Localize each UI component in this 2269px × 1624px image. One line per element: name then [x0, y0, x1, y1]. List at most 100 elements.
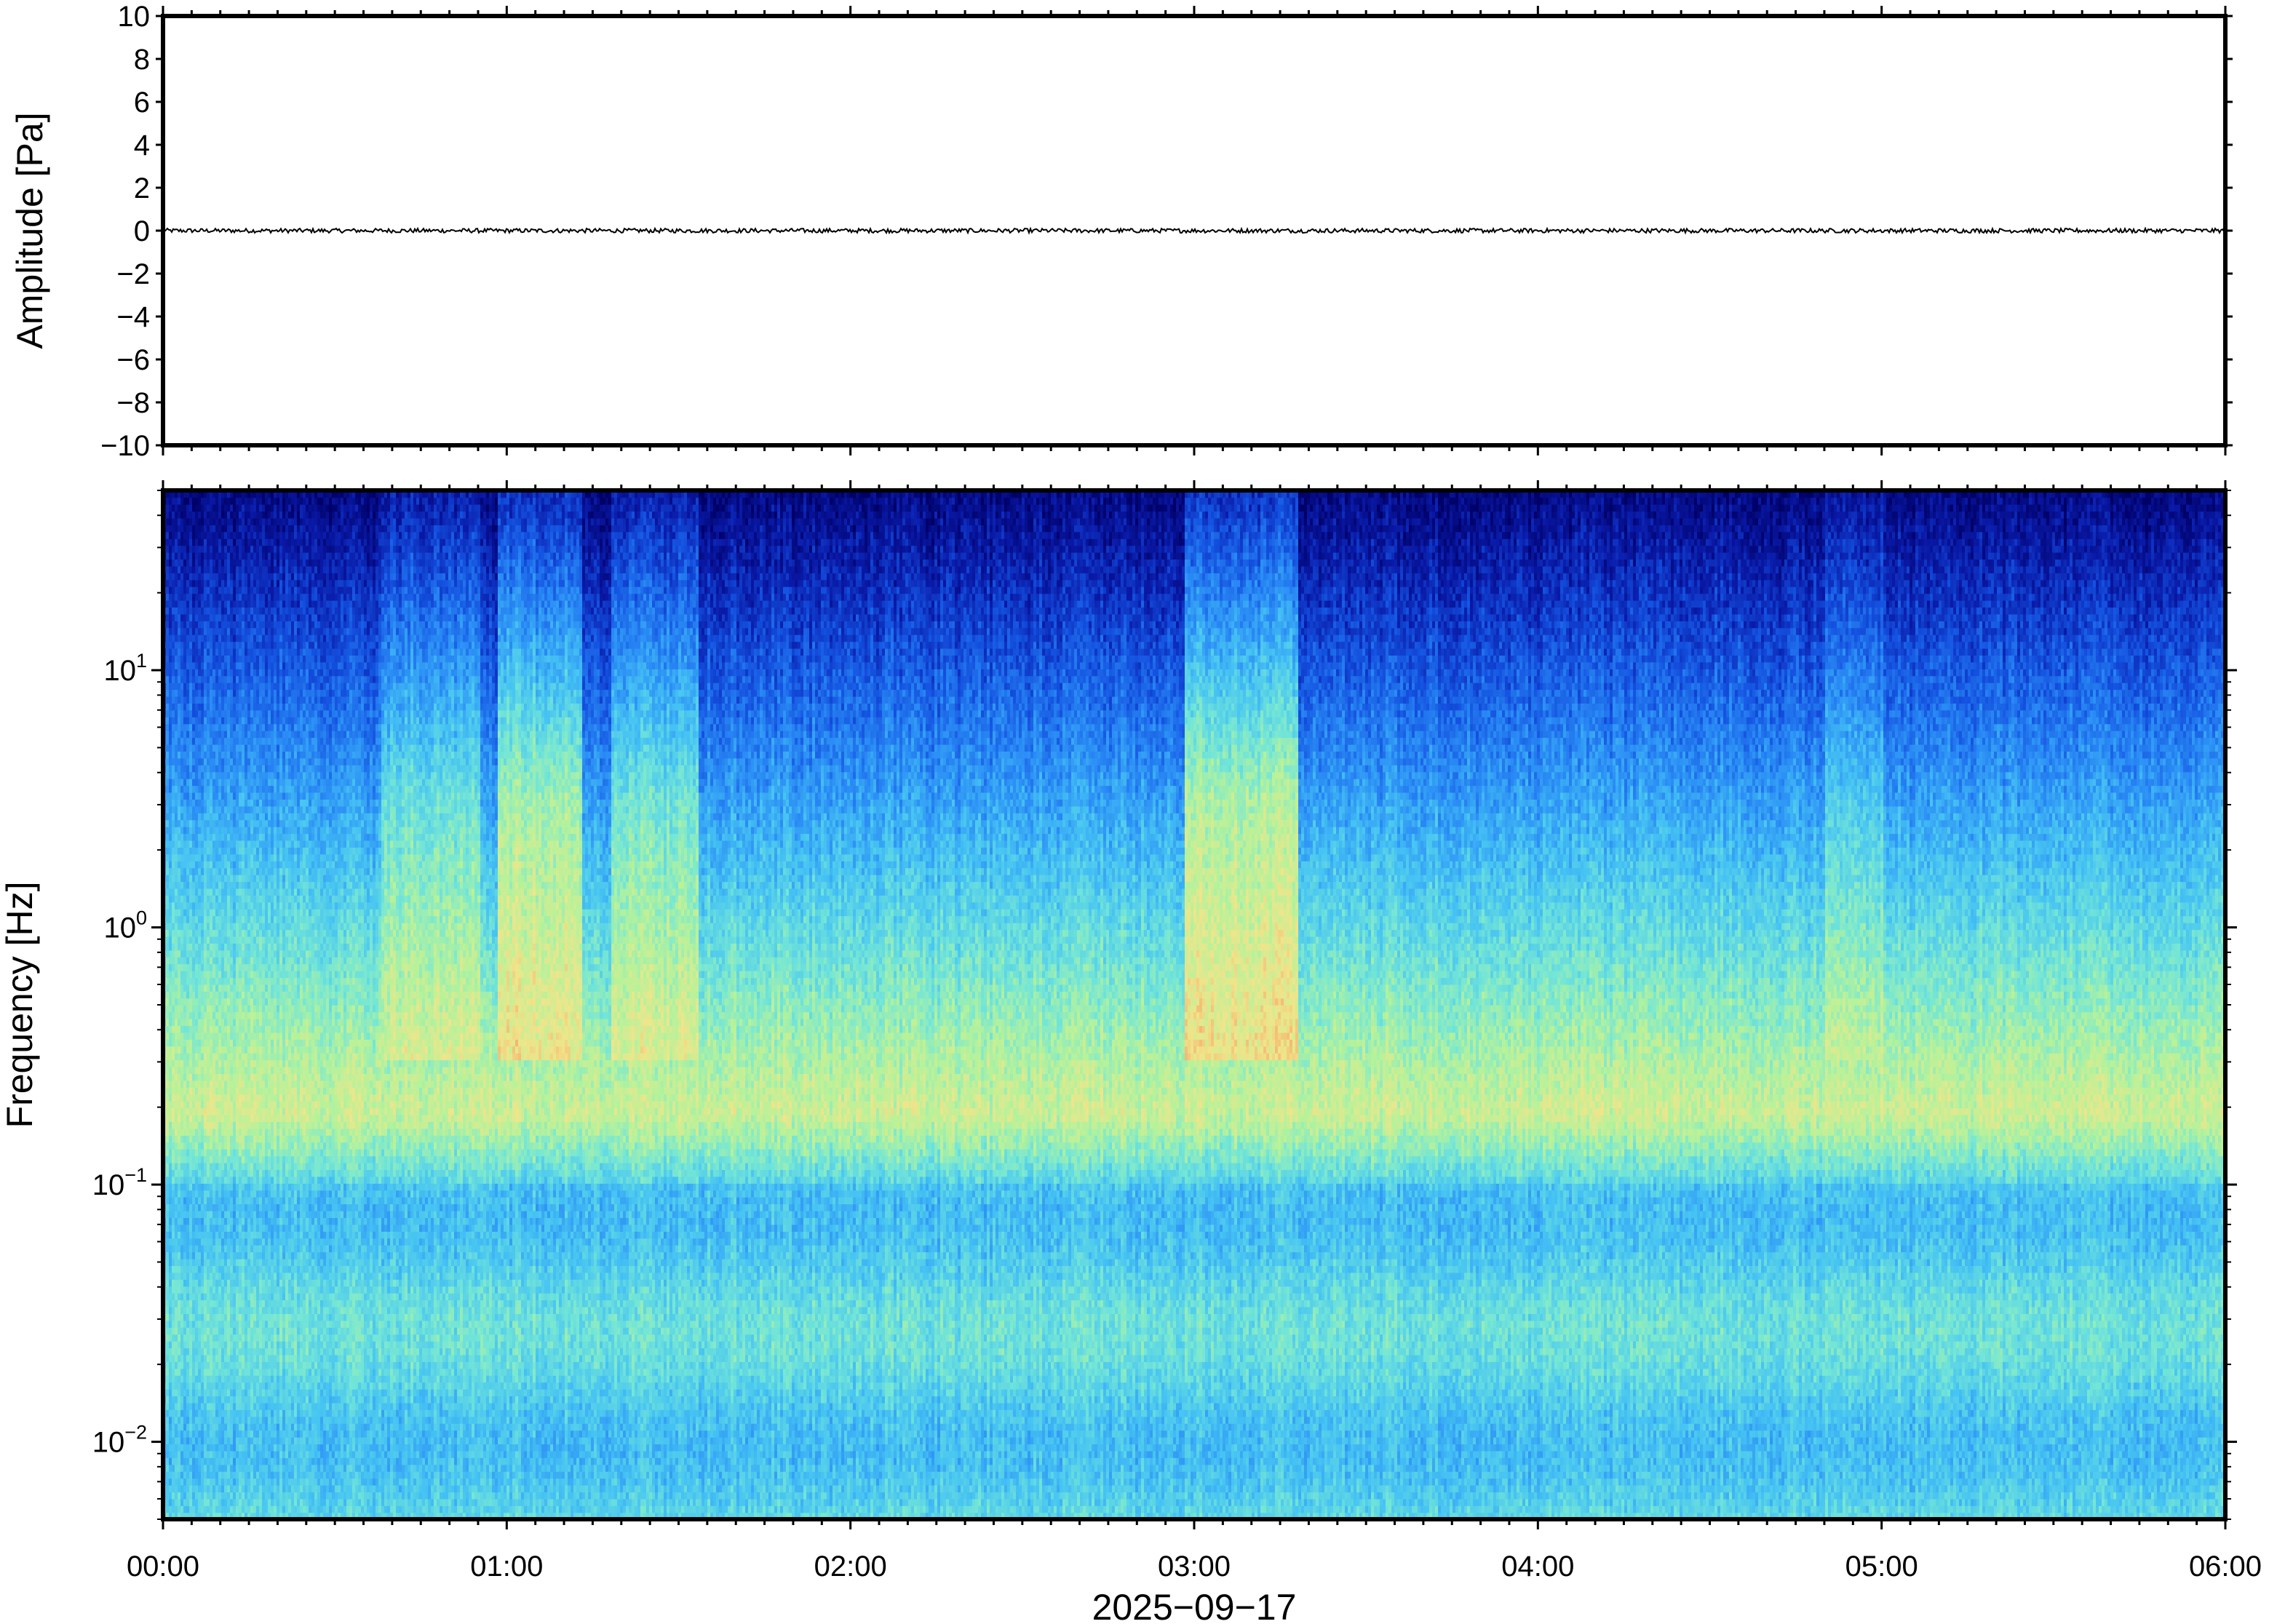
spectrogram-cell — [166, 902, 170, 909]
spectrogram-cell — [169, 600, 172, 608]
spectrogram-cell — [169, 772, 172, 779]
spectrogram-cell — [172, 998, 175, 1006]
spectrogram-cell — [166, 792, 170, 800]
spectrogram-cell — [166, 813, 170, 820]
spectrogram-cell — [166, 1011, 170, 1019]
waveform-panel: 1086420−2−4−6−8−10 Amplitude [Pa] — [9, 1, 2233, 462]
spectrogram-cell — [166, 1321, 170, 1328]
spectrogram-cell — [169, 902, 172, 909]
spectrogram-cell — [169, 1155, 172, 1163]
spectrogram-cell — [166, 1417, 170, 1424]
spectrogram-cell — [166, 1465, 170, 1472]
spectrogram-cell — [172, 1361, 175, 1369]
spectrogram-cell — [169, 1417, 172, 1424]
spectrogram-cell — [166, 1307, 170, 1314]
spectrogram-cell — [169, 710, 172, 717]
spectrogram-cell — [166, 1101, 170, 1108]
spectrogram-cell — [169, 1505, 172, 1513]
spectrogram-cell — [172, 1327, 175, 1334]
spectrogram-cell — [166, 1334, 170, 1342]
spectrogram-cell — [166, 1403, 170, 1410]
spectrogram-cell — [172, 916, 175, 923]
spectrogram-cell — [166, 1444, 170, 1451]
spectrogram-cell — [166, 573, 170, 580]
spectrogram-cell — [166, 1457, 170, 1465]
spectrogram-cell — [172, 737, 175, 744]
spectrogram-cell — [169, 868, 172, 875]
spectrogram-cell — [169, 998, 172, 1006]
spectrogram-cell — [169, 1430, 172, 1438]
spectrogram-cell — [166, 799, 170, 806]
spectrogram-cell — [172, 936, 175, 944]
spectrogram-cell — [166, 827, 170, 834]
waveform-y-tick-label: 6 — [134, 87, 150, 119]
spectrogram-cell — [172, 1389, 175, 1396]
spectrogram-cell — [166, 984, 170, 992]
spectrogram-cell — [169, 593, 172, 600]
spectrogram-cell — [166, 936, 170, 944]
spectrogram-cell — [172, 799, 175, 806]
spectrogram-cell — [169, 641, 172, 648]
spectrogram-cell — [172, 1451, 175, 1458]
spectrogram-cell — [169, 1389, 172, 1396]
spectrogram-cell — [172, 827, 175, 834]
spectrogram-cell — [172, 1403, 175, 1410]
spectrogram-cell — [172, 1067, 175, 1074]
spectrogram-cell — [172, 1465, 175, 1472]
spectrogram-cell — [166, 923, 170, 930]
spectrogram-cell — [172, 682, 175, 690]
spectrogram-cell — [166, 1190, 170, 1198]
spectrogram-cell — [172, 1423, 175, 1430]
spectrogram-cell — [166, 580, 170, 587]
spectrogram-cell — [172, 1334, 175, 1342]
spectrogram-cell — [172, 1177, 175, 1184]
spectrogram-cell — [169, 511, 172, 518]
spectrogram-cell — [166, 888, 170, 896]
spectrogram-cell — [169, 806, 172, 813]
spectrogram-cell — [172, 1121, 175, 1129]
spectrogram-cell — [166, 538, 170, 546]
spectrogram-cell — [166, 833, 170, 840]
spectrogram-cell — [169, 888, 172, 896]
waveform-y-tick-label: −2 — [116, 258, 150, 290]
spectrogram-cell — [169, 1293, 172, 1300]
spectrogram-cell — [166, 1505, 170, 1513]
spectrogram-cell — [169, 792, 172, 800]
spectrogram-cell — [172, 813, 175, 820]
spectrogram-cell — [166, 1286, 170, 1294]
spectrogram-cell — [172, 1437, 175, 1444]
spectrogram-cell — [169, 1245, 172, 1252]
spectrogram-cell — [166, 1259, 170, 1266]
spectrogram-cell — [166, 1094, 170, 1102]
spectrogram-cell — [169, 909, 172, 916]
spectrogram-cell — [169, 827, 172, 834]
spectrogram-cell — [172, 861, 175, 868]
spectrogram-cell — [172, 929, 175, 936]
spectrogram-cell — [172, 710, 175, 717]
spectrogram-cell — [172, 854, 175, 861]
spectrogram-cell — [172, 744, 175, 752]
spectrogram-cell — [166, 497, 170, 504]
spectrogram-cell — [172, 806, 175, 813]
spectrogram-cell — [166, 840, 170, 848]
spectrogram-cell — [169, 936, 172, 944]
spectrogram-cell — [172, 840, 175, 848]
spectrogram-cell — [166, 1293, 170, 1300]
spectrogram-cell — [169, 1369, 172, 1376]
spectrogram-cell — [166, 971, 170, 978]
spectrogram-cell — [172, 902, 175, 909]
waveform-y-tick-label: 2 — [134, 172, 150, 204]
spectrogram-cell — [169, 545, 172, 552]
spectrogram-cell — [166, 1389, 170, 1396]
spectrogram-cell — [166, 607, 170, 614]
spectrogram-cell — [169, 614, 172, 621]
spectrogram-cell — [166, 676, 170, 683]
spectrogram-cell — [172, 1129, 175, 1136]
spectrogram-cell — [172, 977, 175, 984]
waveform-y-tick-label: 0 — [134, 215, 150, 247]
spectrogram-cell — [172, 971, 175, 978]
spectrogram-cell — [166, 559, 170, 566]
spectrogram-cell — [172, 655, 175, 662]
spectrogram-cell — [169, 1499, 172, 1506]
spectrogram-cell — [169, 1286, 172, 1294]
